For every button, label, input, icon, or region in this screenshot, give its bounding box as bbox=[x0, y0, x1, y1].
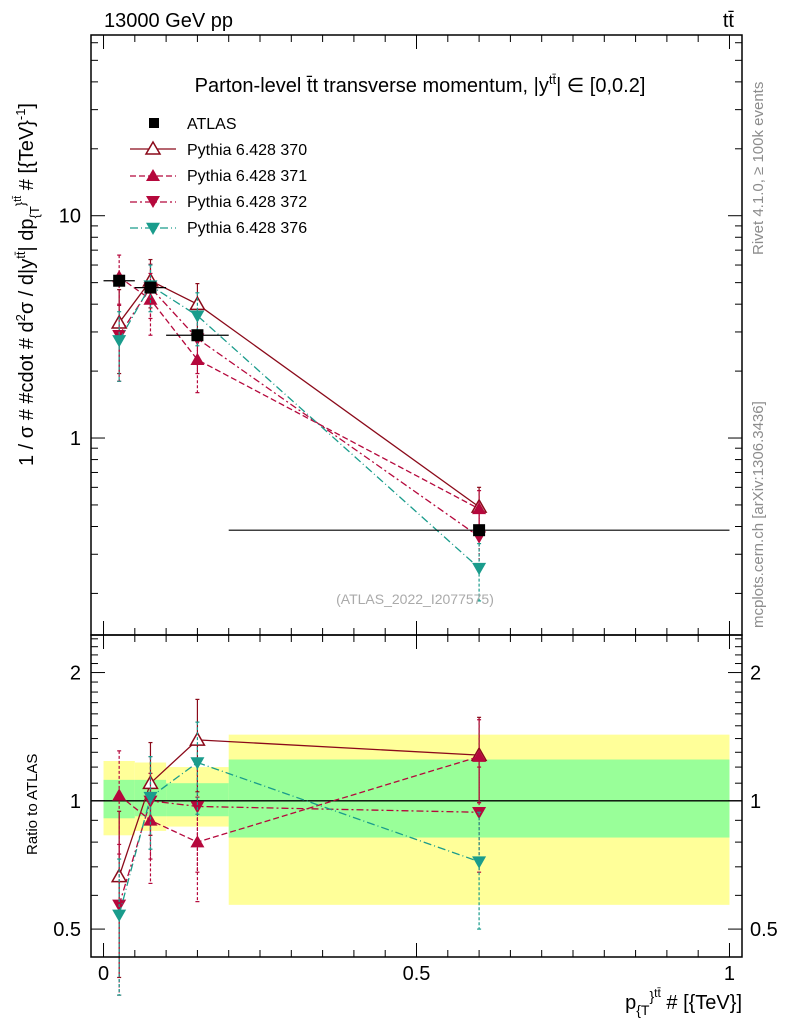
legend-label-371: Pythia 6.428 371 bbox=[187, 168, 307, 185]
ylabel-sup-4: tt̄ bbox=[12, 195, 24, 201]
main-ylabel: 1 / σ # #cdot # d2σ / d|ytt̄| dp{T}tt̄ #… bbox=[12, 103, 42, 466]
ylabel-part-2: σ / d|y bbox=[16, 259, 38, 314]
main-series-point-3-0 bbox=[112, 335, 127, 348]
main-series-point-1-1 bbox=[143, 292, 158, 305]
atlas-point-2 bbox=[191, 329, 204, 342]
xlabel-part-1: p bbox=[625, 992, 636, 1014]
ratio-ytick-label-left-2: 2 bbox=[70, 663, 81, 685]
mcplots-label: mcplots.cern.ch [arXiv:1306.3436] bbox=[750, 401, 767, 628]
main-ytick-label-1: 10 bbox=[59, 206, 81, 228]
rivet-version-label: Rivet 4.1.0, ≥ 100k events bbox=[750, 82, 767, 255]
main-title: Parton-level t̄t transverse momentum, |y… bbox=[195, 72, 646, 97]
ratio-frame: 0.5 0.5 1 1 2 2 0 0.5 1 bbox=[53, 634, 778, 985]
ratio-series-line-2 bbox=[118, 800, 480, 906]
legend-marker-372 bbox=[146, 196, 160, 208]
legend-label-370: Pythia 6.428 370 bbox=[187, 142, 307, 159]
main-series-point-3-3 bbox=[472, 562, 487, 576]
legend-label-372: Pythia 6.428 372 bbox=[187, 194, 307, 211]
ylabel-sup-3: } bbox=[13, 201, 28, 206]
ylabel-part-4: # [{TeV} bbox=[16, 120, 38, 196]
ratio-series-point-1-0 bbox=[112, 788, 127, 801]
main-series-line-2 bbox=[118, 286, 480, 538]
x-axis-label: p{T}tt̄ # [{TeV}] bbox=[625, 986, 742, 1018]
legend-marker-371 bbox=[146, 169, 160, 181]
analysis-reference: (ATLAS_2022_I2077575) bbox=[336, 591, 494, 607]
ratio-ytick-label-right-2: 2 bbox=[750, 663, 761, 685]
ylabel-sub: {T bbox=[27, 206, 42, 218]
ratio-ytick-label-right-0: 0.5 bbox=[750, 919, 778, 941]
ratio-series-line-3 bbox=[118, 761, 480, 916]
atlas-point-1 bbox=[144, 281, 157, 294]
main-series-line-3 bbox=[118, 284, 480, 569]
xlabel-sup: tt̄ bbox=[654, 986, 661, 1000]
ratio-series-point-1-3 bbox=[472, 749, 487, 762]
main-series-line-1 bbox=[118, 276, 480, 510]
main-ytick-label-0: 1 bbox=[70, 428, 81, 450]
ratio-series-point-3-2 bbox=[190, 757, 205, 770]
legend-marker-370 bbox=[144, 140, 162, 155]
energy-label: 13000 GeV pp bbox=[104, 10, 233, 32]
ratio-series-group bbox=[110, 698, 488, 996]
main-series-point-3-2 bbox=[190, 310, 205, 323]
ratio-series-point-3-0 bbox=[112, 909, 127, 922]
ylabel-part-1: 1 / σ # #cdot # d bbox=[16, 321, 38, 466]
atlas-point-3 bbox=[473, 524, 486, 537]
process-label: tt̄ bbox=[723, 10, 735, 32]
legend-marker-376 bbox=[146, 222, 160, 235]
xtick-label-1: 0.5 bbox=[403, 963, 431, 985]
ratio-series-point-1-2 bbox=[190, 835, 205, 848]
xtick-label-0: 0 bbox=[98, 963, 109, 985]
main-title-sup: tt̄ bbox=[549, 72, 557, 87]
atlas-data-group bbox=[103, 274, 730, 537]
ylabel-sup-1: 2 bbox=[13, 314, 28, 321]
ratio-ytick-label-left-0: 0.5 bbox=[53, 919, 81, 941]
main-series-line-0 bbox=[118, 279, 480, 508]
legend-label-376: Pythia 6.428 376 bbox=[187, 220, 307, 237]
main-title-main: Parton-level t̄t transverse momentum, |y bbox=[195, 75, 549, 97]
legend: ATLAS Pythia 6.428 370 Pythia 6.428 371 … bbox=[130, 116, 307, 237]
ratio-series-line-0 bbox=[118, 739, 480, 877]
ratio-ytick-label-left-1: 1 bbox=[70, 791, 81, 813]
ratio-series-point-3-1 bbox=[143, 791, 158, 805]
legend-marker-atlas bbox=[149, 118, 159, 128]
main-series-point-1-3 bbox=[472, 501, 487, 515]
xlabel-part-2: } bbox=[649, 988, 654, 1004]
ylabel-part-3: | dp bbox=[16, 219, 38, 252]
ratio-series-line-1 bbox=[118, 755, 480, 843]
ratio-ytick-label-right-1: 1 bbox=[750, 791, 761, 813]
xlabel-sub: {T bbox=[636, 1002, 650, 1018]
main-title-tail: | ∈ [0,0.2] bbox=[556, 75, 645, 97]
ylabel-sup-2: tt̄ bbox=[13, 251, 28, 259]
xtick-label-2: 1 bbox=[724, 963, 735, 985]
ylabel-part-5: ] bbox=[16, 103, 38, 109]
ratio-series-point-3-3 bbox=[472, 856, 487, 869]
ratio-ylabel: Ratio to ATLAS bbox=[24, 754, 41, 855]
atlas-point-0 bbox=[113, 274, 126, 287]
ylabel-sup-5: -1 bbox=[13, 109, 28, 121]
xlabel-part-3: # [{TeV}] bbox=[661, 992, 742, 1014]
legend-label-atlas: ATLAS bbox=[187, 116, 237, 133]
